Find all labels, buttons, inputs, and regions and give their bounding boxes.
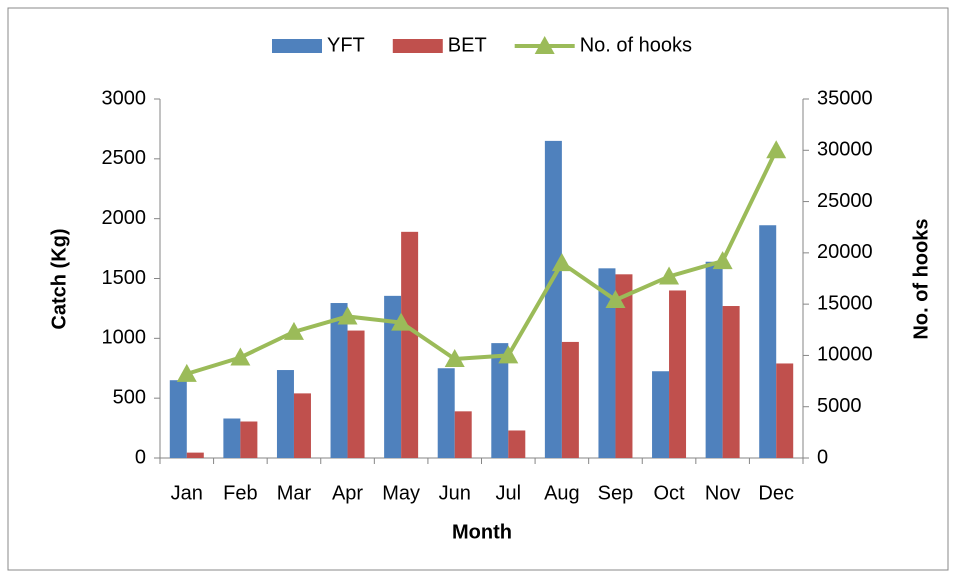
line-marker bbox=[605, 290, 626, 309]
x-tick-label: Apr bbox=[332, 482, 363, 504]
legend-marker bbox=[534, 36, 555, 54]
y-tick-label: 2000 bbox=[102, 207, 147, 229]
bar bbox=[401, 231, 419, 458]
y-tick-label: 1000 bbox=[102, 327, 147, 349]
bar bbox=[169, 380, 187, 458]
x-tick-label: Aug bbox=[544, 482, 580, 504]
y2-tick-label: 35000 bbox=[817, 87, 873, 109]
bar bbox=[722, 306, 740, 458]
x-tick-label: Jun bbox=[439, 482, 471, 504]
y2-tick-label: 10000 bbox=[817, 344, 873, 366]
y2-tick-label: 25000 bbox=[817, 190, 873, 212]
y2-tick-label: 0 bbox=[817, 446, 828, 468]
legend-label: No. of hooks bbox=[580, 34, 692, 56]
bar bbox=[561, 341, 579, 458]
bar bbox=[544, 140, 562, 458]
y-tick-label: 2500 bbox=[102, 147, 147, 169]
bar bbox=[776, 363, 794, 458]
bar bbox=[384, 295, 402, 458]
bar bbox=[437, 368, 455, 458]
line-marker bbox=[230, 347, 251, 366]
bar bbox=[240, 421, 258, 458]
bar bbox=[276, 370, 294, 458]
x-tick-label: May bbox=[382, 482, 420, 504]
x-tick-label: Nov bbox=[705, 482, 741, 504]
bar bbox=[223, 418, 241, 458]
bar bbox=[330, 303, 348, 458]
line-marker bbox=[766, 140, 787, 159]
bar bbox=[508, 430, 526, 458]
x-tick-label: Jul bbox=[496, 482, 522, 504]
y-tick-label: 500 bbox=[113, 386, 146, 408]
chart-frame bbox=[7, 7, 949, 571]
bar bbox=[652, 371, 670, 458]
x-tick-label: Jan bbox=[171, 482, 203, 504]
line-marker bbox=[283, 321, 304, 340]
bar bbox=[454, 411, 472, 458]
legend-swatch bbox=[272, 39, 322, 53]
legend-swatch bbox=[392, 39, 443, 53]
bar bbox=[669, 290, 687, 458]
line-marker bbox=[337, 306, 358, 325]
line-marker bbox=[659, 266, 680, 285]
y-axis-title: Catch (Kg) bbox=[48, 228, 70, 329]
y2-tick-label: 30000 bbox=[817, 139, 873, 161]
y-tick-label: 1500 bbox=[102, 267, 147, 289]
x-tick-label: Dec bbox=[758, 482, 794, 504]
line-marker bbox=[444, 349, 465, 368]
bar bbox=[347, 330, 365, 458]
x-tick-label: Feb bbox=[223, 482, 257, 504]
bar bbox=[759, 225, 777, 458]
line-marker bbox=[176, 363, 197, 382]
legend-label: YFT bbox=[327, 34, 365, 56]
y-tick-label: 0 bbox=[135, 446, 146, 468]
x-tick-label: Oct bbox=[653, 482, 685, 504]
bar bbox=[598, 268, 616, 458]
line-marker bbox=[498, 345, 519, 364]
y2-tick-label: 15000 bbox=[817, 292, 873, 314]
legend-label: BET bbox=[448, 34, 487, 56]
line-marker bbox=[712, 251, 733, 270]
bar bbox=[186, 452, 204, 458]
y2-tick-label: 20000 bbox=[817, 241, 873, 263]
y-tick-label: 3000 bbox=[102, 87, 147, 109]
bar bbox=[615, 274, 633, 458]
x-tick-label: Mar bbox=[277, 482, 312, 504]
bar bbox=[293, 393, 311, 458]
y2-axis-title: No. of hooks bbox=[910, 218, 932, 339]
bar bbox=[491, 343, 509, 458]
bar bbox=[705, 261, 723, 458]
y2-tick-label: 5000 bbox=[817, 395, 862, 417]
line-marker bbox=[551, 253, 572, 272]
line bbox=[186, 149, 779, 376]
x-tick-label: Sep bbox=[598, 482, 634, 504]
line-marker bbox=[391, 312, 412, 331]
x-axis-title: Month bbox=[452, 521, 512, 543]
